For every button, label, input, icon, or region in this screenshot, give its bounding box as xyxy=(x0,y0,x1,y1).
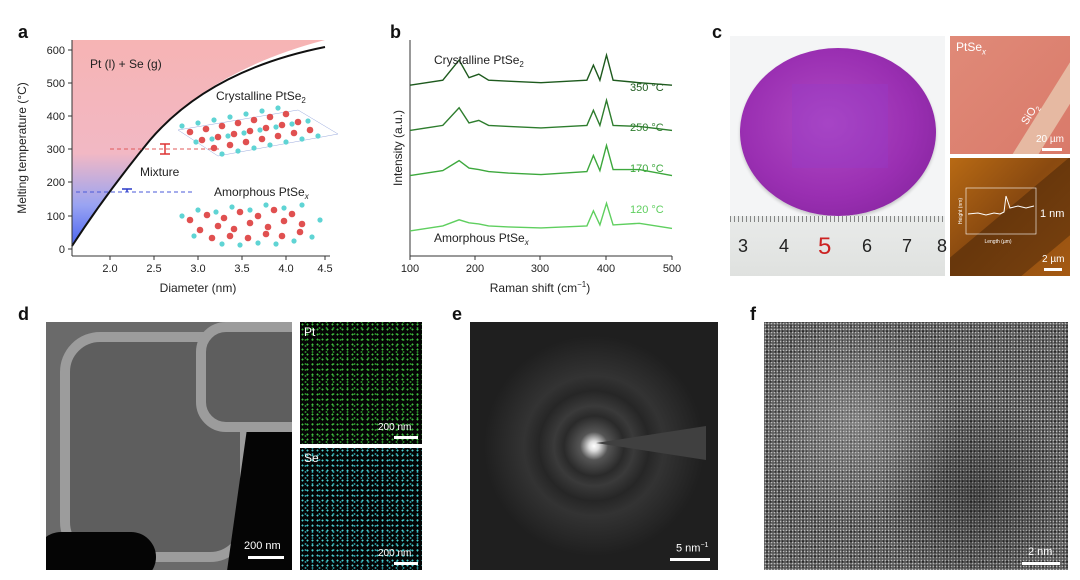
hrtem-image: 2 nm xyxy=(764,322,1068,570)
ptse-optical-label: PtSex xyxy=(956,40,987,57)
panel-letter-b: b xyxy=(390,22,401,42)
ruler-num-8: 8 xyxy=(937,236,948,256)
ruler-num-7: 7 xyxy=(902,236,913,256)
temp-label-120: 120 °C xyxy=(630,204,664,216)
ruler: 3 4 5 6 7 8 xyxy=(730,216,948,276)
svg-text:500: 500 xyxy=(663,263,681,275)
svg-text:3.5: 3.5 xyxy=(234,263,249,275)
beam-stop xyxy=(596,426,706,460)
raman-x-tick-labels: 100 200 300 400 500 xyxy=(401,263,681,275)
liquid-gas-region xyxy=(72,40,325,246)
x-axis-ticks xyxy=(109,256,326,260)
crystalline-label: Crystalline PtSe2 xyxy=(216,89,306,105)
svg-text:500: 500 xyxy=(47,78,65,90)
ruler-num-5: 5 xyxy=(818,233,832,260)
sem-scale-text: 200 nm xyxy=(244,540,281,552)
pt-map-scale-text: 200 nm xyxy=(378,422,412,433)
amorphous-label: Amorphous PtSex xyxy=(214,185,310,201)
y-tick-labels: 0 100 200 300 400 500 600 xyxy=(47,45,65,256)
svg-text:100: 100 xyxy=(401,263,419,275)
x-axis-label: Diameter (nm) xyxy=(160,281,237,295)
afm-scale-text: 2 µm xyxy=(1042,254,1065,265)
spectrum-3 xyxy=(409,142,673,177)
hrtem-scale-bar xyxy=(1022,562,1060,565)
svg-text:2.5: 2.5 xyxy=(146,263,161,275)
se-map-label: Se xyxy=(304,451,319,465)
temp-label-170: 170 °C xyxy=(630,163,664,175)
panel-letter-a: a xyxy=(18,22,29,42)
mixture-label: Mixture xyxy=(140,165,180,179)
y-axis-label: Melting temperature (°C) xyxy=(15,82,29,214)
pt-map-label: Pt xyxy=(304,325,316,339)
y-axis-ticks xyxy=(68,49,72,250)
sem-grid-hole-2 xyxy=(196,322,292,432)
saed-pattern: 5 nm−1 xyxy=(470,322,718,570)
svg-text:300: 300 xyxy=(531,263,549,275)
svg-text:300: 300 xyxy=(47,144,65,156)
film-square xyxy=(792,84,888,168)
panel-letter-f: f xyxy=(750,304,756,324)
svg-text:600: 600 xyxy=(47,45,65,57)
temp-label-350: 350 °C xyxy=(630,82,664,94)
spectrum-1 xyxy=(409,52,673,86)
wafer-photo: 3 4 5 6 7 8 xyxy=(730,36,948,276)
saed-scale-bar xyxy=(670,558,710,561)
se-map: Se 200 nm xyxy=(300,448,422,570)
hrtem-scale-text: 2 nm xyxy=(1028,546,1053,558)
ruler-num-3: 3 xyxy=(738,236,749,256)
ruler-num-4: 4 xyxy=(779,236,790,256)
afm-y-label: Height (nm) xyxy=(958,198,964,224)
panel-letter-c: c xyxy=(712,22,723,42)
pt-map: Pt 200 nm xyxy=(300,322,422,444)
sem-dark-region-2 xyxy=(46,532,156,570)
phase-diagram-chart: Pt (l) + Se (g) Crystalline PtSe2 Mixtur… xyxy=(15,40,339,295)
ruler-num-6: 6 xyxy=(862,236,873,256)
optical-image: PtSex SiO2 20 µm xyxy=(950,36,1070,154)
svg-text:400: 400 xyxy=(47,111,65,123)
melting-curve xyxy=(71,46,326,247)
svg-text:3.0: 3.0 xyxy=(190,263,205,275)
raman-amorphous-label: Amorphous PtSex xyxy=(434,231,530,247)
raman-spectra-chart: Crystalline PtSe2 Amorphous PtSex 350 °C… xyxy=(391,40,681,295)
optical-scale-text: 20 µm xyxy=(1036,134,1064,145)
ruler-ticks xyxy=(730,216,945,222)
crystal-error-bar xyxy=(160,143,170,155)
svg-text:2.0: 2.0 xyxy=(102,263,117,275)
crystalline-lattice-illustration xyxy=(177,105,339,157)
afm-profile-inset: Length (µm) Height (nm) xyxy=(958,187,1037,245)
x-tick-labels: 2.0 2.5 3.0 3.5 4.0 4.5 xyxy=(102,263,332,275)
raman-x-ticks xyxy=(409,256,673,260)
se-map-scale-text: 200 nm xyxy=(378,548,412,559)
raman-crystalline-label: Crystalline PtSe2 xyxy=(434,53,524,69)
sem-scale-bar xyxy=(248,556,284,559)
region-label-top: Pt (l) + Se (g) xyxy=(90,57,162,71)
spectra-lines xyxy=(409,52,673,232)
svg-text:200: 200 xyxy=(47,177,65,189)
pt-map-scale-bar xyxy=(394,436,418,439)
panel-letter-d: d xyxy=(18,304,29,324)
afm-image: Length (µm) Height (nm) 1 nm 2 µm xyxy=(950,158,1070,276)
svg-text:100: 100 xyxy=(47,211,65,223)
optical-scale-bar xyxy=(1042,148,1062,151)
temp-label-250: 250 °C xyxy=(630,122,664,134)
raman-x-axis-label: Raman shift (cm−1) xyxy=(490,280,590,295)
svg-text:4.5: 4.5 xyxy=(317,263,332,275)
sem-image: 200 nm xyxy=(46,322,292,570)
amorphous-error-bar xyxy=(122,188,132,192)
svg-text:200: 200 xyxy=(466,263,484,275)
amorphous-lattice-illustration xyxy=(179,202,323,248)
spectrum-2 xyxy=(409,97,673,132)
raman-y-axis-label: Intensity (a.u.) xyxy=(391,110,405,186)
afm-x-label: Length (µm) xyxy=(984,239,1011,245)
afm-height-label: 1 nm xyxy=(1040,208,1065,220)
saed-scale-text: 5 nm−1 xyxy=(676,542,709,555)
spectrum-4 xyxy=(409,200,673,232)
svg-text:400: 400 xyxy=(597,263,615,275)
wafer-disk xyxy=(740,48,936,216)
svg-text:4.0: 4.0 xyxy=(278,263,293,275)
svg-text:0: 0 xyxy=(59,244,65,256)
afm-scale-bar xyxy=(1044,268,1062,271)
panel-letter-e: e xyxy=(452,304,463,324)
se-map-scale-bar xyxy=(394,562,418,565)
